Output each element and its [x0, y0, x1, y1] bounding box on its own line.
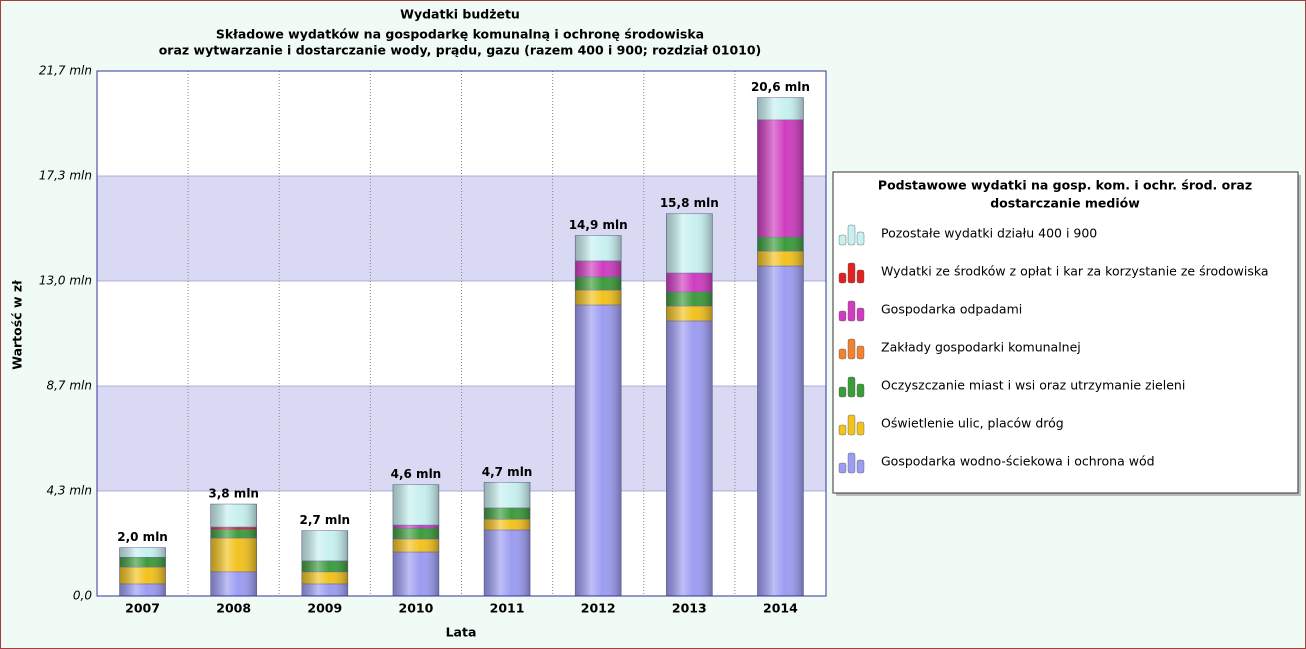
bar-shine: [757, 251, 804, 266]
y-tick-label: 17,3 mln: [39, 169, 92, 183]
total-label: 3,8 mln: [208, 487, 259, 501]
total-label: 4,7 mln: [482, 465, 533, 479]
chart-title: Wydatki budżetu: [400, 7, 520, 22]
x-tick-label: 2008: [216, 601, 251, 616]
legend-label: Oczyszczanie miast i wsi oraz utrzymanie…: [881, 378, 1185, 393]
legend-label: Gospodarka wodno-ściekowa i ochrona wód: [881, 454, 1155, 469]
bar-shine: [575, 276, 622, 290]
x-tick-label: 2009: [307, 601, 342, 616]
x-axis-label: Lata: [446, 625, 477, 640]
y-tick-label: 0,0: [73, 589, 92, 603]
total-label: 2,7 mln: [300, 513, 351, 527]
x-tick-label: 2010: [399, 601, 434, 616]
legend-label: Gospodarka odpadami: [881, 302, 1022, 317]
bar-shine: [119, 583, 166, 596]
bar-shine: [119, 566, 166, 584]
bar-shine: [392, 528, 439, 539]
bar-shine: [210, 504, 257, 528]
bar-shine: [484, 529, 531, 596]
legend: [832, 171, 1299, 494]
bar-shine: [666, 273, 713, 292]
legend-label: Wydatki ze środków z opłat i kar za korz…: [881, 264, 1269, 279]
bar-shine: [575, 260, 622, 277]
x-tick-label: 2012: [581, 601, 616, 616]
legend-swatch: [838, 424, 847, 436]
legend-swatch: [838, 272, 847, 284]
legend-label: Zakłady gospodarki komunalnej: [881, 340, 1081, 355]
bar-shine: [484, 519, 531, 530]
y-axis-label: Wartość w zł: [10, 280, 25, 370]
legend-swatch: [856, 307, 865, 322]
total-label: 4,6 mln: [391, 467, 442, 481]
bar-shine: [575, 235, 622, 261]
bar-shine: [301, 530, 348, 561]
total-label: 14,9 mln: [569, 218, 628, 232]
bar-shine: [210, 529, 257, 538]
legend-swatch: [838, 462, 847, 474]
bar-shine: [301, 583, 348, 596]
legend-title: Podstawowe wydatki na gosp. kom. i ochr.…: [878, 178, 1252, 193]
total-label: 20,6 mln: [751, 80, 810, 94]
legend-swatch: [838, 386, 847, 398]
bar-shine: [301, 571, 348, 584]
legend-swatch: [847, 338, 856, 360]
legend-swatch: [838, 348, 847, 360]
bar-shine: [119, 547, 166, 558]
bar-shine: [666, 320, 713, 596]
legend-swatch: [856, 269, 865, 284]
legend-swatch: [847, 262, 856, 284]
legend-swatch: [847, 452, 856, 474]
y-tick-label: 8,7 mln: [46, 379, 92, 393]
legend-swatch: [838, 310, 847, 322]
x-tick-label: 2013: [672, 601, 707, 616]
bar-shine: [392, 525, 439, 529]
y-tick-label: 4,3 mln: [46, 484, 92, 498]
bar-shine: [210, 571, 257, 596]
chart-subtitle: Składowe wydatków na gospodarkę komunaln…: [216, 27, 704, 42]
legend-swatch: [856, 421, 865, 436]
y-tick-label: 13,0 mln: [39, 274, 92, 288]
bar-shine: [392, 551, 439, 596]
bar-shine: [392, 538, 439, 552]
bar-shine: [484, 507, 531, 520]
x-tick-label: 2007: [125, 601, 160, 616]
total-label: 2,0 mln: [117, 530, 168, 544]
legend-title: dostarczanie mediów: [990, 196, 1140, 211]
x-tick-label: 2014: [763, 601, 798, 616]
bar-shine: [757, 97, 804, 120]
legend-swatch: [856, 345, 865, 360]
legend-swatch: [847, 414, 856, 436]
legend-swatch: [847, 376, 856, 398]
bar-shine: [301, 560, 348, 572]
y-tick-label: 21,7 mln: [39, 64, 92, 78]
bar-shine: [757, 266, 804, 596]
bar-shine: [666, 291, 713, 306]
bar-shine: [575, 289, 622, 305]
chart-subtitle: oraz wytwarzanie i dostarczanie wody, pr…: [159, 43, 762, 58]
bar-shine: [757, 119, 804, 237]
legend-swatch: [856, 231, 865, 246]
bar-shine: [666, 213, 713, 274]
legend-label: Pozostałe wydatki działu 400 i 900: [881, 226, 1097, 241]
bar-shine: [119, 557, 166, 567]
bar-shine: [575, 304, 622, 596]
legend-swatch: [856, 383, 865, 398]
plot-border: [96, 70, 827, 597]
legend-swatch: [847, 300, 856, 322]
legend-swatch: [847, 224, 856, 246]
bar-shine: [210, 527, 257, 530]
legend-swatch: [856, 459, 865, 474]
total-label: 15,8 mln: [660, 196, 719, 210]
bar-shine: [392, 484, 439, 526]
bar-shine: [666, 305, 713, 321]
legend-swatch: [838, 234, 847, 246]
bar-shine: [210, 537, 257, 572]
legend-label: Oświetlenie ulic, placów dróg: [881, 416, 1064, 431]
x-tick-label: 2011: [490, 601, 525, 616]
bar-shine: [757, 236, 804, 251]
bar-shine: [484, 482, 531, 508]
